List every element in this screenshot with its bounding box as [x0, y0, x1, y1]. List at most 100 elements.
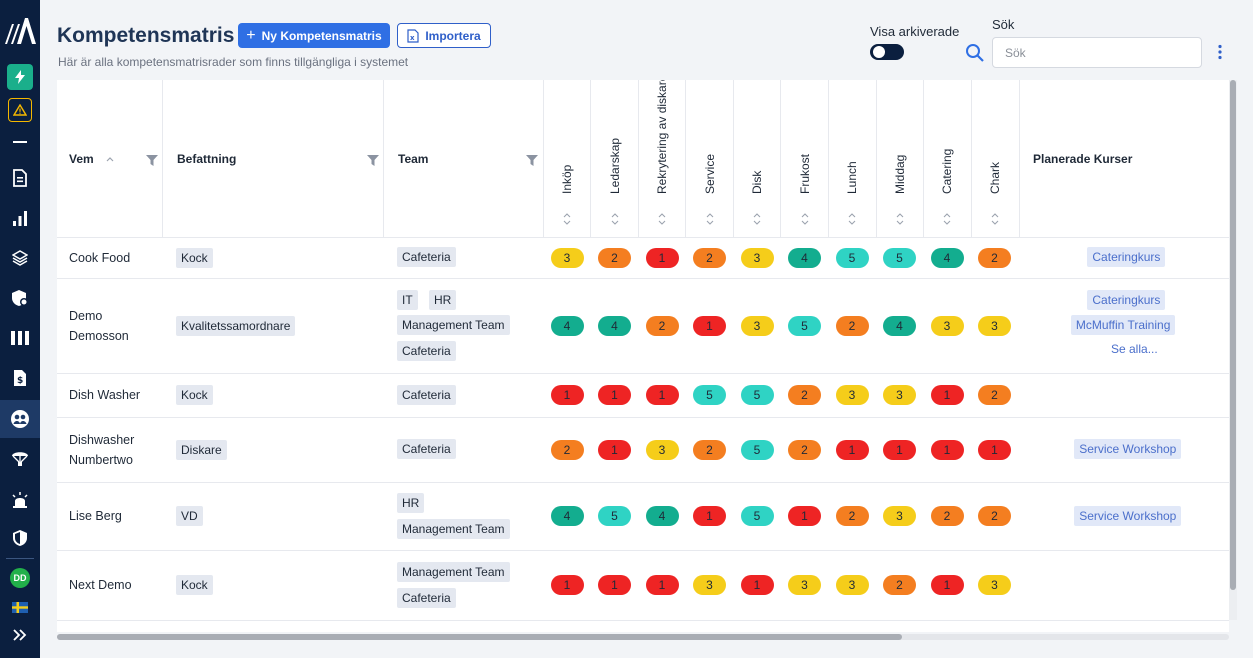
new-competence-matrix-button[interactable]: + Ny Kompetensmatris	[238, 23, 390, 48]
score-pill[interactable]: 2	[835, 315, 869, 336]
score-pill[interactable]: 2	[930, 506, 964, 526]
score-pill[interactable]: 2	[645, 315, 679, 336]
course-tag[interactable]: McMuffin Training	[1070, 315, 1176, 336]
sort-toggle-icon[interactable]	[991, 212, 999, 231]
score-pill[interactable]: 1	[883, 439, 916, 460]
score-pill[interactable]: 3	[835, 575, 869, 595]
score-pill[interactable]: 3	[740, 315, 774, 336]
quick-action-item[interactable]	[0, 61, 40, 93]
skill-header[interactable]: Frukost	[782, 80, 828, 208]
skill-header[interactable]: Service	[687, 80, 733, 208]
score-pill[interactable]: 2	[550, 439, 584, 460]
score-pill[interactable]: 3	[883, 506, 916, 526]
score-pill[interactable]: 2	[978, 385, 1011, 405]
score-pill[interactable]: 5	[740, 385, 774, 405]
score-pill[interactable]: 1	[550, 385, 584, 405]
score-pill[interactable]: 5	[740, 506, 774, 526]
score-pill[interactable]: 5	[835, 247, 869, 268]
person-name[interactable]: Dish Washer	[69, 388, 141, 402]
skill-header[interactable]: Rekrytering av diskare	[639, 80, 685, 208]
show-archived-toggle[interactable]	[870, 44, 904, 60]
sort-ascending-icon[interactable]	[106, 149, 114, 167]
search-icon[interactable]	[965, 43, 985, 68]
score-pill[interactable]: 4	[930, 247, 964, 268]
score-pill[interactable]: 2	[788, 439, 821, 460]
score-pill[interactable]: 3	[693, 575, 726, 595]
sort-toggle-icon[interactable]	[706, 212, 714, 231]
document-icon[interactable]	[0, 162, 40, 194]
score-pill[interactable]: 5	[598, 506, 631, 526]
import-button[interactable]: x Importera	[397, 23, 491, 48]
score-pill[interactable]: 1	[645, 247, 679, 268]
skill-header[interactable]: Middag	[877, 80, 923, 208]
score-pill[interactable]: 1	[598, 575, 631, 595]
competence-matrix-item[interactable]	[0, 400, 40, 438]
score-pill[interactable]: 2	[835, 506, 869, 526]
score-pill[interactable]: 4	[883, 315, 916, 336]
score-pill[interactable]: 1	[978, 439, 1011, 460]
score-pill[interactable]: 5	[788, 315, 821, 336]
course-tag[interactable]: Cateringkurs	[1087, 247, 1166, 268]
person-name[interactable]: Dishwasher	[69, 432, 135, 447]
shield-settings-icon[interactable]	[0, 282, 40, 314]
person-name[interactable]: Cook Food	[69, 250, 131, 265]
course-tag[interactable]: Service Workshop	[1074, 505, 1182, 526]
score-pill[interactable]: 3	[645, 439, 679, 460]
vertical-scrollbar[interactable]	[1229, 80, 1237, 620]
header-position[interactable]: Befattning	[177, 152, 237, 166]
horizontal-scrollbar-thumb[interactable]	[57, 634, 902, 640]
score-pill[interactable]: 1	[550, 575, 584, 595]
score-pill[interactable]: 3	[788, 575, 821, 595]
language-flag-icon[interactable]	[0, 591, 40, 623]
score-pill[interactable]: 3	[550, 247, 584, 268]
header-team[interactable]: Team	[398, 152, 429, 166]
score-pill[interactable]: 2	[883, 575, 916, 595]
sort-toggle-icon[interactable]	[801, 212, 809, 231]
vertical-scrollbar-thumb[interactable]	[1230, 80, 1236, 590]
kanban-icon[interactable]	[0, 322, 40, 354]
score-pill[interactable]: 1	[645, 385, 679, 405]
score-pill[interactable]: 4	[645, 506, 679, 526]
person-name[interactable]: Numbertwo	[69, 452, 133, 467]
score-pill[interactable]: 1	[693, 315, 726, 336]
course-tag[interactable]: Cateringkurs	[1087, 289, 1166, 310]
more-options-icon[interactable]	[1217, 44, 1223, 65]
score-pill[interactable]: 3	[978, 575, 1011, 595]
layers-icon[interactable]	[0, 242, 40, 274]
score-pill[interactable]: 2	[978, 506, 1011, 526]
sort-toggle-icon[interactable]	[753, 212, 761, 231]
score-pill[interactable]: 5	[693, 385, 726, 405]
score-pill[interactable]: 1	[930, 575, 964, 595]
score-pill[interactable]: 5	[883, 247, 916, 268]
person-name[interactable]: Next Demo	[69, 578, 132, 592]
skill-header[interactable]: Catering	[924, 80, 970, 208]
score-pill[interactable]: 4	[550, 315, 584, 336]
expand-sidebar-icon[interactable]	[0, 619, 40, 651]
score-pill[interactable]: 4	[598, 315, 631, 336]
horizontal-scrollbar[interactable]	[57, 634, 1229, 640]
header-who[interactable]: Vem	[69, 152, 94, 166]
score-pill[interactable]: 3	[883, 385, 916, 405]
score-pill[interactable]: 3	[835, 385, 869, 405]
skill-header[interactable]: Chark	[972, 80, 1018, 208]
score-pill[interactable]: 4	[550, 506, 584, 526]
score-pill[interactable]: 1	[788, 506, 821, 526]
skill-header[interactable]: Ledarskap	[592, 80, 638, 208]
security-shield-icon[interactable]	[0, 522, 40, 554]
filter-icon[interactable]	[146, 153, 158, 171]
score-pill[interactable]: 1	[835, 439, 869, 460]
invoice-icon[interactable]: $	[0, 362, 40, 394]
sort-toggle-icon[interactable]	[896, 212, 904, 231]
skill-header[interactable]: Lunch	[829, 80, 875, 208]
score-pill[interactable]: 3	[930, 315, 964, 336]
person-name[interactable]: Demosson	[69, 328, 129, 343]
score-pill[interactable]: 1	[598, 385, 631, 405]
score-pill[interactable]: 3	[740, 247, 774, 268]
filter-icon[interactable]	[367, 153, 379, 171]
course-tag[interactable]: Service Workshop	[1074, 439, 1182, 460]
sort-toggle-icon[interactable]	[611, 212, 619, 231]
score-pill[interactable]: 1	[930, 439, 964, 460]
parachute-icon[interactable]	[0, 442, 40, 474]
filter-icon[interactable]	[526, 153, 538, 171]
score-pill[interactable]: 4	[788, 247, 821, 268]
